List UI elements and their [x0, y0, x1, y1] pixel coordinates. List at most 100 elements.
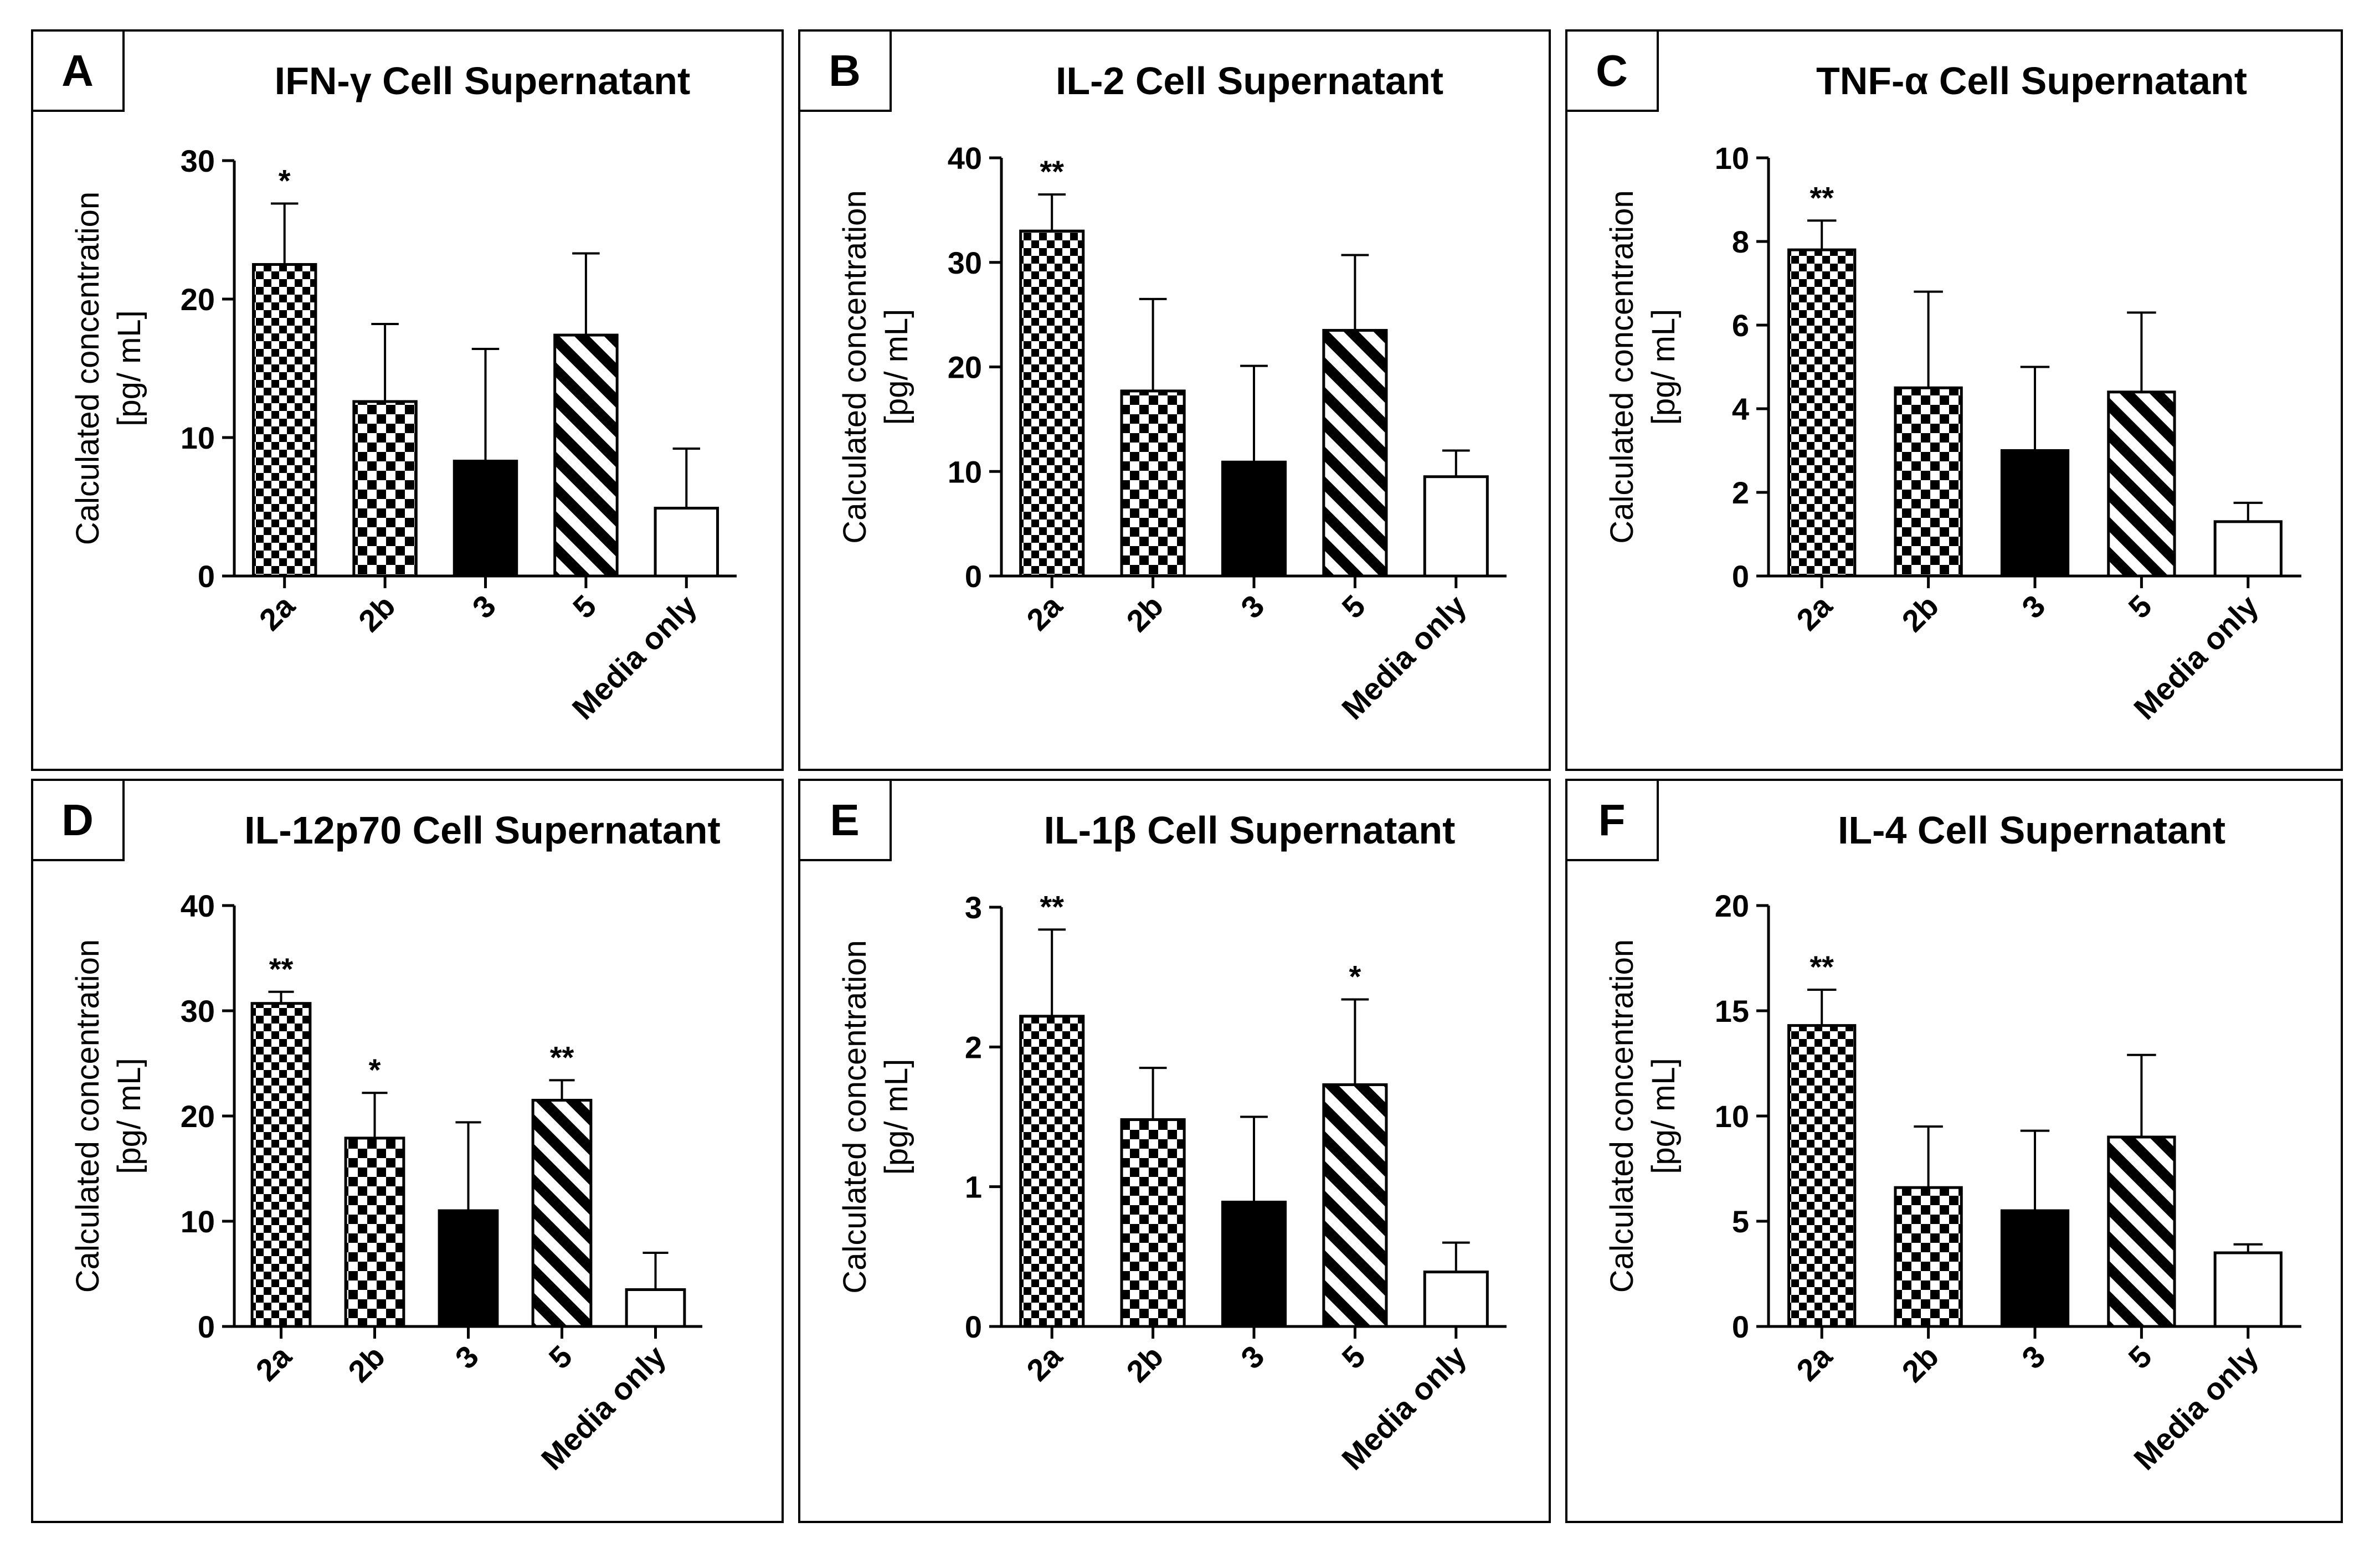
bar-2a	[251, 263, 317, 578]
y-tick-label: 10	[181, 420, 215, 455]
bar-2b	[352, 400, 418, 578]
y-tick-label: 3	[965, 890, 982, 925]
bar-2b	[1894, 1186, 1963, 1328]
bar-2b	[1120, 1118, 1186, 1328]
x-tick-label: 2b	[1895, 1339, 1945, 1389]
panel-frame	[798, 779, 1551, 1523]
x-tick-label: 2b	[341, 1339, 392, 1389]
x-tick-label: 3	[2015, 1339, 2052, 1376]
y-axis-label-line1: Calculated concentration	[70, 939, 106, 1293]
bar-3	[2000, 1209, 2070, 1328]
x-tick-label: 3	[465, 588, 502, 625]
chart-title: IL-2 Cell Supernatant	[1056, 59, 1443, 102]
y-tick-label: 0	[1732, 559, 1749, 594]
panel-letter-box	[798, 779, 892, 861]
y-tick-label: 30	[948, 245, 982, 280]
chart-panel-e: E IL-1β Cell Supernatant Calculated concen…	[798, 779, 1551, 1523]
y-tick-label: 2	[965, 1030, 982, 1064]
chart-title: IL-4 Cell Supernatant	[1838, 809, 2225, 852]
bar-media-only	[654, 507, 719, 578]
y-tick-label: 15	[1715, 994, 1749, 1028]
x-tick-label: 5	[2121, 1339, 2158, 1376]
bar-5	[1322, 328, 1388, 578]
y-tick-label: 8	[1732, 224, 1749, 259]
y-tick-label: 20	[181, 1099, 215, 1134]
y-tick-label: 0	[198, 559, 215, 594]
y-axis-label-line1: Calculated concentration	[837, 940, 873, 1293]
significance-marker: **	[1810, 949, 1834, 984]
x-tick-label: 2a	[249, 1338, 298, 1387]
significance-marker: **	[550, 1040, 574, 1074]
y-tick-label: 20	[1715, 888, 1749, 923]
chart-title: IL-12p70 Cell Supernatant	[244, 809, 721, 852]
bar-2a	[1019, 1015, 1085, 1328]
x-tick-label: 2a	[1790, 1338, 1839, 1387]
panels: A IFN-γ Cell Supernatant Calculated concen…	[31, 29, 2343, 1523]
significance-marker: **	[1040, 154, 1064, 189]
y-tick-label: 2	[1732, 475, 1749, 510]
panel-letter: A	[61, 46, 94, 95]
bar-3	[453, 460, 518, 578]
y-axis-label-line2: [pg/ mL]	[878, 309, 914, 425]
x-tick-label: 2b	[1119, 588, 1170, 639]
y-tick-label: 0	[198, 1309, 215, 1344]
panel-letter-box	[1565, 29, 1659, 112]
y-axis-label-line1: Calculated concentration	[837, 190, 873, 543]
y-tick-label: 10	[948, 454, 982, 489]
chart-title: IFN-γ Cell Supernatant	[275, 59, 691, 102]
bar-2b	[1120, 389, 1186, 578]
y-tick-label: 30	[181, 994, 215, 1028]
x-tick-label: 5	[1335, 588, 1372, 625]
significance-marker: *	[1349, 959, 1361, 994]
panel-letter-box	[31, 29, 125, 112]
significance-marker: **	[1040, 889, 1064, 924]
y-tick-label: 4	[1732, 392, 1749, 426]
bar-media-only	[1423, 1271, 1489, 1328]
bar-2b	[344, 1136, 405, 1328]
chart-title: TNF-α Cell Supernatant	[1816, 59, 2247, 102]
bar-2a	[1787, 248, 1857, 578]
bar-5	[2107, 390, 2176, 578]
x-tick-label: 5	[1335, 1339, 1372, 1376]
panel-letter: B	[829, 46, 861, 95]
x-tick-label: 3	[1234, 1339, 1271, 1376]
panel-frame	[1565, 29, 2343, 771]
panel-frame	[31, 29, 784, 771]
y-tick-label: 10	[181, 1204, 215, 1239]
x-tick-label: 2b	[1119, 1339, 1170, 1389]
y-tick-label: 30	[181, 143, 215, 178]
panel-frame	[31, 779, 784, 1523]
chart-panel-d: D IL-12p70 Cell Supernatant Calculated con…	[31, 779, 784, 1523]
chart-panel-c: C TNF-α Cell Supernatant Calculated concen…	[1565, 29, 2343, 771]
panel-frame	[1565, 779, 2343, 1523]
y-tick-label: 20	[948, 350, 982, 385]
panel-letter-box	[798, 29, 892, 112]
chart-title: IL-1β Cell Supernatant	[1044, 809, 1456, 852]
x-tick-label: 2a	[1020, 1338, 1069, 1387]
x-tick-label: 2a	[1020, 588, 1069, 637]
y-axis-label-line2: [pg/ mL]	[111, 310, 147, 426]
y-tick-label: 1	[965, 1170, 982, 1205]
y-tick-label: 0	[965, 1309, 982, 1344]
y-axis-label-line2: [pg/ mL]	[878, 1059, 914, 1175]
bar-media-only	[2213, 520, 2283, 578]
x-tick-label: 2b	[1895, 588, 1945, 639]
y-axis-label-line2: [pg/ mL]	[111, 1058, 147, 1174]
bar-5	[1322, 1083, 1388, 1328]
x-tick-label: 5	[2121, 588, 2158, 625]
x-tick-label: 5	[566, 588, 603, 625]
significance-marker: **	[269, 952, 294, 986]
bar-media-only	[625, 1288, 686, 1328]
chart-panel-f: F IL-4 Cell Supernatant Calculated concent…	[1565, 779, 2343, 1523]
bar-5	[2107, 1135, 2176, 1328]
y-tick-label: 40	[181, 888, 215, 923]
y-axis-label-line2: [pg/ mL]	[1646, 1058, 1682, 1174]
x-tick-label: 3	[448, 1339, 485, 1376]
panel-frame	[798, 29, 1551, 771]
y-tick-label: 10	[1715, 1099, 1749, 1134]
panel-letter: F	[1598, 795, 1626, 845]
significance-marker: *	[279, 163, 291, 198]
y-tick-label: 40	[948, 141, 982, 176]
significance-marker: *	[369, 1052, 381, 1087]
